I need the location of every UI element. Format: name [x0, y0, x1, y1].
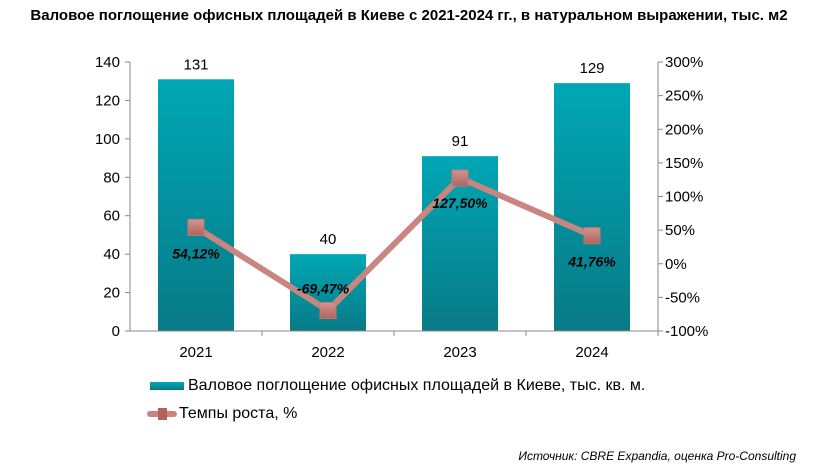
left-tick-label: 140 [95, 54, 120, 71]
growth-value-label: -69,47% [297, 280, 350, 296]
growth-value-label: 54,12% [172, 245, 220, 261]
right-tick-label: -100% [665, 323, 708, 340]
right-tick-label: 100% [665, 189, 703, 206]
legend-bar-label: Валовое поглощение офисных площадей в Ки… [188, 377, 646, 394]
legend-item-bars: Валовое поглощение офисных площадей в Ки… [150, 377, 645, 395]
left-tick-label: 40 [103, 246, 120, 263]
x-tick-label: 2023 [443, 344, 476, 361]
x-tick-label: 2021 [179, 344, 212, 361]
bar-value-label: 129 [579, 60, 604, 77]
bar-value-label: 131 [183, 56, 208, 73]
right-tick-label: 150% [665, 155, 703, 172]
legend-line-swatch [147, 408, 177, 420]
x-tick-label: 2022 [311, 344, 344, 361]
left-tick-label: 100 [95, 131, 120, 148]
bar-2024 [554, 83, 630, 331]
left-tick-label: 120 [95, 92, 120, 109]
bar-value-label: 40 [320, 231, 337, 248]
growth-rate-line [194, 175, 594, 314]
right-tick-label: 50% [665, 222, 695, 239]
growth-marker-2024 [583, 227, 601, 245]
source-note: Источник: CBRE Expandia, оценка Pro-Cons… [518, 449, 796, 463]
growth-marker-2022 [319, 301, 337, 319]
right-tick-label: -50% [665, 289, 700, 306]
growth-marker-2023 [451, 169, 469, 187]
legend-bar-swatch [150, 382, 184, 390]
right-tick-label: 200% [665, 121, 703, 138]
left-tick-label: 80 [103, 169, 120, 186]
legend-item-line: Темпы роста, % [147, 405, 297, 423]
bar-value-label: 91 [452, 133, 469, 150]
legend-line-label: Темпы роста, % [179, 405, 298, 422]
right-tick-label: 300% [665, 54, 703, 71]
chart-title: Валовое поглощение офисных площадей в Ки… [30, 7, 788, 24]
right-tick-label: 0% [665, 256, 687, 273]
right-tick-label: 250% [665, 88, 703, 105]
bar-2021 [158, 79, 234, 332]
left-tick-label: 0 [112, 323, 120, 340]
growth-value-label: 127,50% [432, 195, 488, 211]
growth-marker-2021 [187, 218, 205, 236]
x-tick-label: 2024 [575, 344, 608, 361]
left-tick-label: 20 [103, 285, 120, 302]
growth-value-label: 41,76% [567, 254, 616, 270]
left-tick-label: 60 [103, 208, 120, 225]
